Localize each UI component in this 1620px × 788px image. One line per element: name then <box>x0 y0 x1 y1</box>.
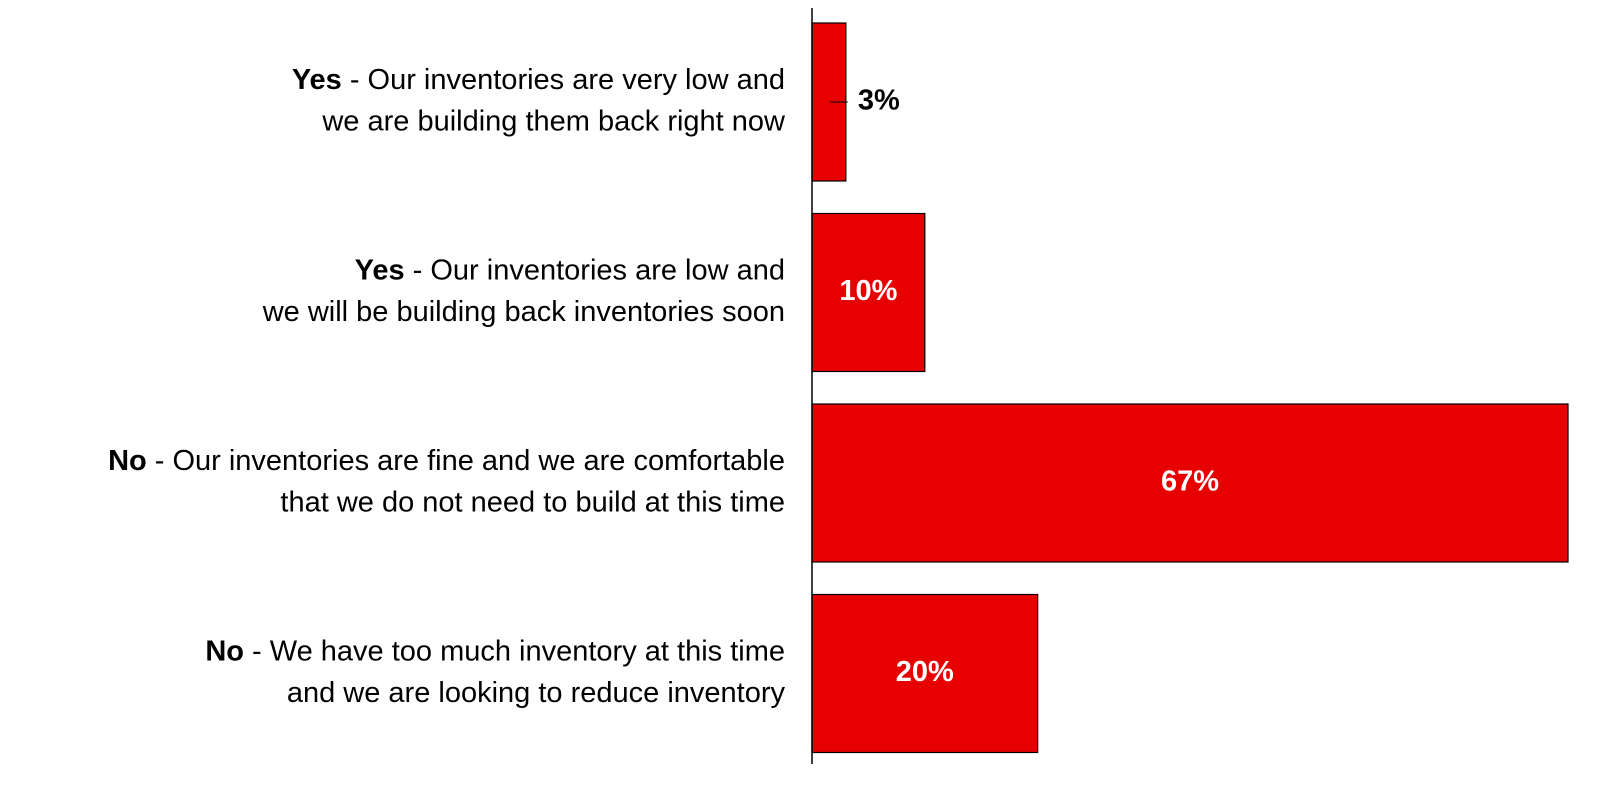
value-label: 3% <box>858 85 900 117</box>
value-label: 20% <box>896 656 954 688</box>
category-label: No - Our inventories are fine and we are … <box>108 445 785 477</box>
category-label: that we do not need to build at this tim… <box>280 487 785 519</box>
category-answer: Yes <box>355 254 405 286</box>
category-label: we will be building back inventories soo… <box>262 296 785 328</box>
bar <box>811 593 1039 754</box>
bar <box>811 403 1569 563</box>
category-answer: Yes <box>292 64 342 96</box>
category-text: - Our inventories are low and <box>413 254 785 286</box>
category-text: - We have too much inventory at this tim… <box>252 635 785 667</box>
category-answer: No <box>205 635 244 667</box>
category-label: Yes - Our inventories are very low and <box>292 64 785 96</box>
value-label: 67% <box>1161 466 1219 498</box>
category-label: and we are looking to reduce inventory <box>287 677 786 709</box>
category-answer: No <box>108 445 147 477</box>
category-text: - Our inventories are fine and we are co… <box>155 445 785 477</box>
bar <box>811 212 926 373</box>
value-label: 10% <box>839 275 897 307</box>
category-label: No - We have too much inventory at this t… <box>205 635 785 667</box>
category-label: we are building them back right now <box>321 106 786 138</box>
category-label: Yes - Our inventories are low and <box>355 254 785 286</box>
category-text: - Our inventories are very low and <box>350 64 785 96</box>
